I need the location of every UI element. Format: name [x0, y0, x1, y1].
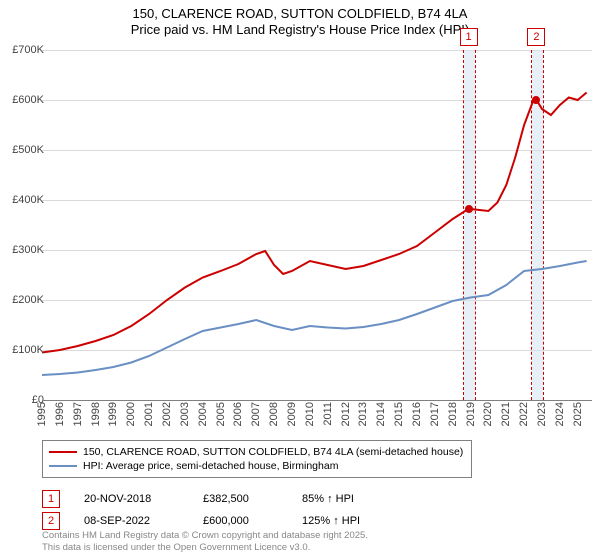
xtick-label: 2012 — [340, 402, 352, 426]
sale-badge: 2 — [527, 28, 545, 46]
xtick-label: 2025 — [572, 402, 584, 426]
xtick-label: 1997 — [72, 402, 84, 426]
xtick-label: 2010 — [304, 402, 316, 426]
xtick-label: 2011 — [322, 402, 334, 426]
legend-swatch — [49, 465, 77, 467]
sales-row-pct: 85% ↑ HPI — [302, 493, 382, 505]
ytick-label: £100K — [12, 344, 44, 356]
xtick-label: 2015 — [393, 402, 405, 426]
ytick-label: £700K — [12, 44, 44, 56]
footer-line-1: Contains HM Land Registry data © Crown c… — [42, 530, 368, 542]
sales-row-date: 20-NOV-2018 — [84, 493, 179, 505]
xtick-label: 2006 — [232, 402, 244, 426]
sale-badge: 1 — [460, 28, 478, 46]
xtick-label: 2024 — [554, 402, 566, 426]
xtick-label: 2002 — [161, 402, 173, 426]
xtick-label: 1995 — [36, 402, 48, 426]
xtick-label: 2008 — [268, 402, 280, 426]
xtick-label: 2014 — [375, 402, 387, 426]
footer-attribution: Contains HM Land Registry data © Crown c… — [42, 530, 368, 554]
sales-row: 2 08-SEP-2022 £600,000 125% ↑ HPI — [42, 510, 382, 532]
sales-table: 1 20-NOV-2018 £382,500 85% ↑ HPI 2 08-SEP-202… — [42, 488, 382, 532]
title-line-2: Price paid vs. HM Land Registry's House … — [0, 22, 600, 38]
sales-row-badge: 1 — [42, 490, 60, 508]
sales-row-badge: 2 — [42, 512, 60, 530]
xtick-label: 2001 — [143, 402, 155, 426]
xtick-label: 2013 — [357, 402, 369, 426]
sales-row-price: £382,500 — [203, 493, 278, 505]
ytick-label: £200K — [12, 294, 44, 306]
xtick-label: 1999 — [107, 402, 119, 426]
xtick-label: 2018 — [447, 402, 459, 426]
ytick-label: £400K — [12, 194, 44, 206]
ytick-label: £300K — [12, 244, 44, 256]
title-line-1: 150, CLARENCE ROAD, SUTTON COLDFIELD, B7… — [0, 6, 600, 22]
xtick-label: 2022 — [518, 402, 530, 426]
ytick-label: £600K — [12, 94, 44, 106]
xtick-label: 2007 — [250, 402, 262, 426]
sales-row-date: 08-SEP-2022 — [84, 515, 179, 527]
title-block: 150, CLARENCE ROAD, SUTTON COLDFIELD, B7… — [0, 0, 600, 39]
xtick-label: 2017 — [429, 402, 441, 426]
xtick-label: 2009 — [286, 402, 298, 426]
sales-row: 1 20-NOV-2018 £382,500 85% ↑ HPI — [42, 488, 382, 510]
ytick-label: £500K — [12, 144, 44, 156]
legend-box: 150, CLARENCE ROAD, SUTTON COLDFIELD, B7… — [42, 440, 472, 478]
xtick-label: 2023 — [536, 402, 548, 426]
xtick-label: 2021 — [500, 402, 512, 426]
legend-label: 150, CLARENCE ROAD, SUTTON COLDFIELD, B7… — [83, 446, 463, 458]
sales-row-price: £600,000 — [203, 515, 278, 527]
chart-plot-area — [42, 50, 592, 401]
legend-row: 150, CLARENCE ROAD, SUTTON COLDFIELD, B7… — [49, 445, 463, 459]
xtick-label: 1998 — [90, 402, 102, 426]
xtick-label: 2004 — [197, 402, 209, 426]
footer-line-2: This data is licensed under the Open Gov… — [42, 542, 368, 554]
xtick-label: 2019 — [465, 402, 477, 426]
xtick-label: 2005 — [215, 402, 227, 426]
legend-swatch — [49, 451, 77, 453]
legend-row: HPI: Average price, semi-detached house,… — [49, 459, 463, 473]
xtick-label: 2020 — [482, 402, 494, 426]
xtick-label: 1996 — [54, 402, 66, 426]
sales-row-pct: 125% ↑ HPI — [302, 515, 382, 527]
xtick-label: 2000 — [125, 402, 137, 426]
xtick-label: 2016 — [411, 402, 423, 426]
chart-container: 150, CLARENCE ROAD, SUTTON COLDFIELD, B7… — [0, 0, 600, 560]
legend-label: HPI: Average price, semi-detached house,… — [83, 460, 338, 472]
xtick-label: 2003 — [179, 402, 191, 426]
